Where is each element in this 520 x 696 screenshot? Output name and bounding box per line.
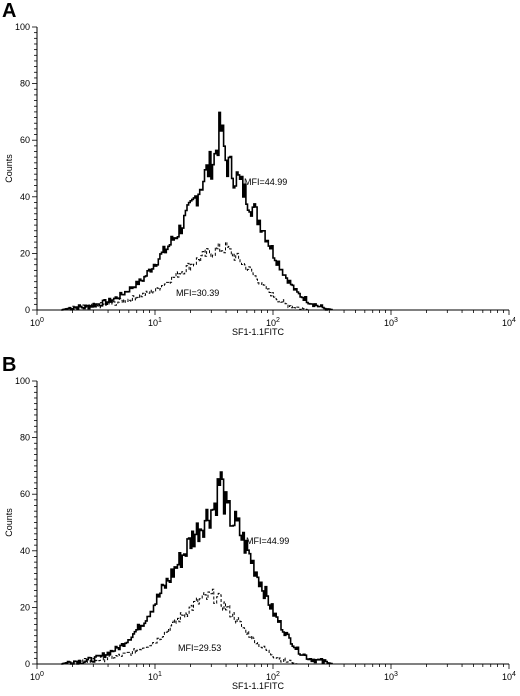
x-tick-label: 103 — [384, 317, 398, 328]
x-axis-title: SF1-1.1FITC — [232, 327, 285, 337]
x-tick-label: 104 — [502, 671, 516, 682]
y-tick-label: 40 — [20, 546, 30, 556]
mfi-annotation: MFI=44.99 — [244, 177, 287, 187]
dashed-histogram-series — [61, 241, 309, 311]
x-tick-label: 102 — [266, 671, 280, 682]
x-tick-label: 104 — [502, 317, 516, 328]
dashed-histogram-series — [61, 588, 309, 665]
y-tick-label: 100 — [15, 376, 30, 386]
y-tick-label: 40 — [20, 192, 30, 202]
y-tick-label: 20 — [20, 248, 30, 258]
x-tick-label: 103 — [384, 671, 398, 682]
mfi-annotation: MFI=30.39 — [176, 288, 219, 298]
x-tick-label: 101 — [148, 317, 162, 328]
mfi-annotation: MFI=44.99 — [246, 536, 289, 546]
y-tick-label: 80 — [20, 79, 30, 89]
x-tick-label: 101 — [148, 671, 162, 682]
solid-histogram-series — [61, 111, 333, 311]
y-axis-title: Counts — [4, 154, 14, 183]
y-tick-label: 0 — [25, 305, 30, 315]
y-axis-title: Counts — [4, 508, 14, 537]
histogram-panel-b: 0 20 40 60 80 100 100 101 102 103 104 SF1-1.1FITC Co… — [4, 376, 516, 691]
panel-letter-b: B — [2, 354, 17, 376]
mfi-annotation: MFI=29.53 — [178, 643, 221, 653]
x-axis-title: SF1-1.1FITC — [232, 681, 285, 691]
x-tick-label: 102 — [266, 317, 280, 328]
x-tick-label: 100 — [30, 317, 44, 328]
y-tick-label: 100 — [15, 22, 30, 32]
solid-histogram-series — [61, 471, 333, 665]
panel-letter-a: A — [2, 0, 17, 22]
y-tick-label: 0 — [25, 659, 30, 669]
x-tick-label: 100 — [30, 671, 44, 682]
y-tick-label: 20 — [20, 602, 30, 612]
y-tick-label: 80 — [20, 433, 30, 443]
y-tick-label: 60 — [20, 489, 30, 499]
histogram-panel-a: 0 20 40 60 80 100 100 101 102 103 104 SF1-1.1FITC Co… — [4, 22, 516, 337]
y-tick-label: 60 — [20, 135, 30, 145]
